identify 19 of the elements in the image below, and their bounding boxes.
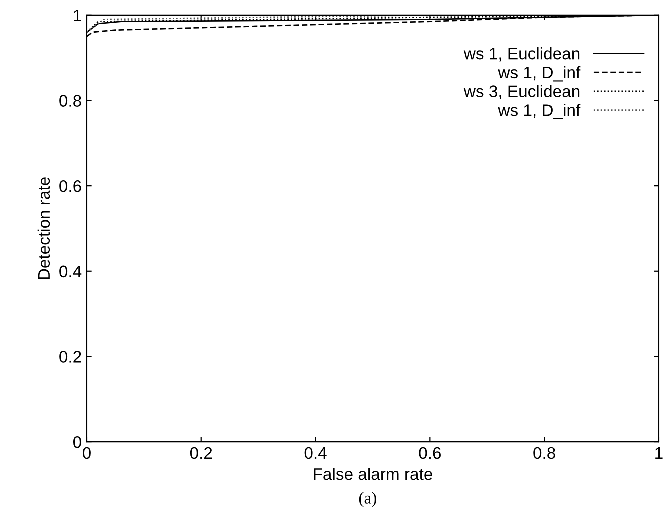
text: (a) (359, 492, 376, 508)
x-tick-label: 1 (656, 448, 663, 459)
x-axis-title: False alarm rate (314, 468, 432, 480)
legend-label: ws 1, Euclidean (464, 47, 580, 62)
y-axis-title: Detection rate (38, 178, 50, 280)
legend-label: ws 1, D_inf (498, 66, 581, 82)
x-tick-label: 0.6 (419, 447, 442, 460)
y-tick-label: 0.4 (60, 266, 82, 278)
y-tick-label: 0 (73, 436, 82, 448)
legend-label: ws 3, Euclidean (464, 85, 580, 100)
y-tick-label: 1 (74, 10, 82, 22)
y-tick-label: 0.8 (60, 95, 82, 107)
x-tick-label: 0 (82, 447, 91, 460)
x-tick-label: 0.2 (190, 447, 212, 460)
y-tick-label: 0.6 (60, 180, 82, 192)
x-tick-label: 0.8 (534, 447, 556, 460)
x-tick-label: 0.4 (304, 447, 327, 460)
y-tick-label: 0.2 (60, 351, 82, 363)
legend-label: ws 1, D_inf (498, 104, 581, 120)
